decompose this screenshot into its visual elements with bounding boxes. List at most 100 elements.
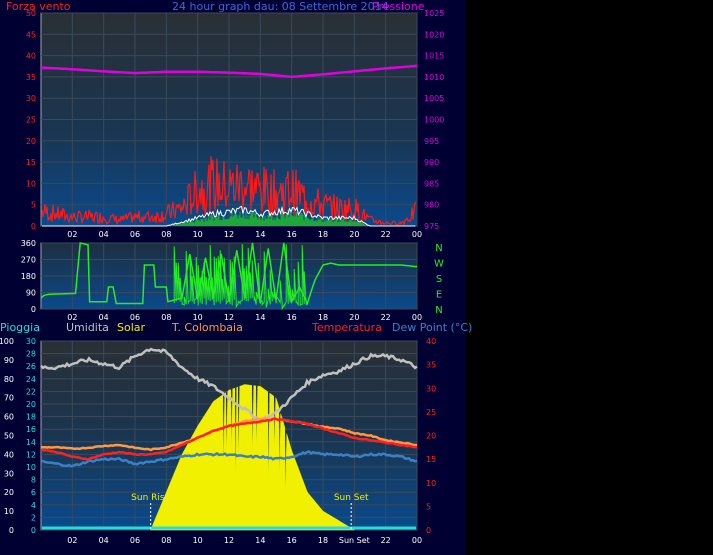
top-right-tick-label: 1005 — [424, 94, 444, 103]
top-x-tick-label: 04 — [99, 230, 109, 239]
humidity-tick-label: 50 — [4, 432, 14, 441]
top-right-tick-label: 1015 — [424, 52, 444, 61]
top-left-tick-label: 50 — [26, 9, 36, 18]
compass-label: S — [436, 274, 442, 285]
top-right-tick-label: 980 — [424, 201, 439, 210]
middle-series — [40, 242, 418, 311]
rain-tick-label: 26 — [26, 362, 36, 371]
bottom-x-tick-label: 14 — [255, 536, 265, 545]
rain-tick-label: 0 — [31, 526, 36, 535]
top-left-tick-label: 5 — [31, 201, 36, 210]
pressure-line — [40, 64, 418, 79]
bottom-series: Sun Rise Sun Set — [40, 347, 418, 531]
bottom-x-tick-label: 10 — [193, 536, 203, 545]
temp-tick-label: 15 — [426, 455, 436, 464]
legend-solar: Solar — [117, 321, 146, 334]
top-right-tick-label: 990 — [424, 158, 439, 167]
humidity-tick-label: 70 — [4, 394, 14, 403]
wind-direction-line — [40, 242, 418, 306]
middle-tick-label: 90 — [26, 289, 36, 298]
bottom-x-tick-label: 12 — [224, 536, 234, 545]
temp-tick-label: 35 — [426, 361, 436, 370]
temp-tick-label: 20 — [426, 432, 436, 441]
legend-temperature: Temperatura — [311, 321, 382, 334]
top-x-tick-label: 20 — [349, 230, 359, 239]
bottom-x-tick-label: 04 — [99, 536, 109, 545]
sun-rise-label: Sun Rise — [131, 493, 170, 503]
rain-tick-label: 24 — [26, 375, 36, 384]
legend-dewpoint: Dew Point (°C) — [392, 321, 472, 334]
bottom-x-tick-label: 18 — [318, 536, 328, 545]
rain-tick-label: 28 — [26, 350, 36, 359]
humidity-tick-label: 90 — [4, 356, 14, 365]
top-left-tick-label: 15 — [26, 158, 36, 167]
bottom-x-tick-label: Sun Set — [339, 536, 370, 545]
rain-tick-label: 10 — [26, 463, 36, 472]
humidity-tick-label: 30 — [4, 469, 14, 478]
humidity-tick-label: 20 — [4, 488, 14, 497]
top-left-tick-label: 20 — [26, 137, 36, 146]
temperature-line — [40, 417, 418, 461]
middle-x-tick-label: 02 — [67, 313, 77, 322]
compass-label: N — [435, 305, 442, 316]
temp-tick-label: 10 — [426, 479, 436, 488]
rain-tick-label: 2 — [31, 513, 36, 522]
top-x-tick-label: 14 — [255, 230, 265, 239]
middle-x-tick-label: 20 — [349, 313, 359, 322]
middle-x-tick-label: 06 — [130, 313, 140, 322]
top-x-tick-label: 10 — [193, 230, 203, 239]
rain-tick-label: 6 — [31, 488, 36, 497]
rain-tick-label: 30 — [26, 337, 36, 346]
middle-x-tick-label: 12 — [224, 313, 234, 322]
compass-label: W — [434, 259, 444, 270]
humidity-tick-label: 60 — [4, 413, 14, 422]
rain-tick-label: 22 — [26, 387, 36, 396]
middle-x-tick-label: 22 — [381, 313, 391, 322]
bottom-x-tick-label: 00 — [412, 536, 422, 545]
top-right-tick-label: 985 — [424, 179, 439, 188]
bottom-x-tick-label: 22 — [381, 536, 391, 545]
rain-tick-label: 18 — [26, 413, 36, 422]
middle-tick-label: 360 — [21, 239, 36, 248]
humidity-tick-label: 10 — [4, 507, 14, 516]
wind-white-line — [42, 205, 416, 227]
middle-x-tick-label: 16 — [287, 313, 297, 322]
middle-tick-label: 0 — [31, 305, 36, 314]
top-left-tick-label: 40 — [26, 52, 36, 61]
top-left-tick-label: 25 — [26, 116, 36, 125]
middle-x-tick-label: 10 — [193, 313, 203, 322]
wind-axis-title: Forza vento — [6, 0, 71, 13]
empty-right-area — [466, 0, 713, 555]
rain-tick-label: 14 — [26, 438, 36, 447]
top-right-tick-label: 1025 — [424, 9, 444, 18]
humidity-tick-label: 100 — [0, 337, 14, 346]
temp-tick-label: 5 — [426, 502, 431, 511]
middle-x-tick-label: 00 — [412, 313, 422, 322]
top-right-tick-label: 1000 — [424, 116, 444, 125]
bottom-x-tick-label: 02 — [67, 536, 77, 545]
chart-title: 24 hour graph dau: 08 Settembre 2014 — [172, 0, 389, 13]
temp-tick-label: 30 — [426, 384, 436, 393]
middle-x-tick-label: 14 — [255, 313, 265, 322]
top-series — [40, 64, 418, 227]
legend-colombaia: T. Colombaia — [171, 321, 243, 334]
top-x-tick-label: 22 — [381, 230, 391, 239]
top-right-tick-label: 1010 — [424, 73, 444, 82]
top-left-tick-label: 35 — [26, 73, 36, 82]
middle-x-tick-label: 18 — [318, 313, 328, 322]
temp-tick-label: 25 — [426, 408, 436, 417]
top-x-tick-label: 12 — [224, 230, 234, 239]
middle-tick-label: 270 — [21, 256, 36, 265]
rain-tick-label: 16 — [26, 425, 36, 434]
top-x-tick-label: 02 — [67, 230, 77, 239]
legend-humidity: Umidita — [66, 321, 109, 334]
top-x-tick-label: 06 — [130, 230, 140, 239]
top-left-tick-label: 30 — [26, 94, 36, 103]
dewpoint-line — [40, 450, 418, 468]
middle-tick-label: 180 — [21, 272, 36, 281]
humidity-tick-label: 40 — [4, 450, 14, 459]
top-x-tick-label: 16 — [287, 230, 297, 239]
humidity-tick-label: 0 — [9, 526, 14, 535]
rain-tick-label: 4 — [31, 501, 36, 510]
